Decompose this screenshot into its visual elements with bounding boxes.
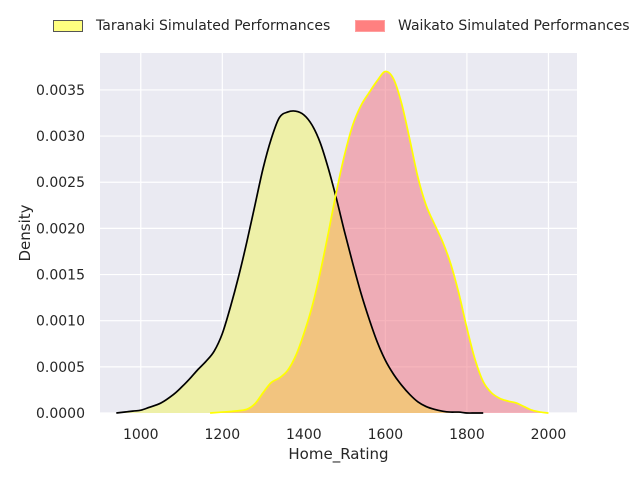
y-tick-label: 0.0010	[36, 314, 85, 330]
legend-item-taranaki: Taranaki Simulated Performances	[53, 18, 330, 34]
legend: Taranaki Simulated Performances Waikato …	[0, 18, 640, 44]
density-areas	[116, 71, 549, 414]
x-tick-label: 1800	[449, 427, 485, 443]
legend-swatch-taranaki	[53, 20, 83, 32]
x-tick-label: 2000	[531, 427, 567, 443]
density-lines	[116, 70, 549, 414]
density-line	[210, 70, 549, 414]
legend-label-waikato: Waikato Simulated Performances	[398, 18, 630, 34]
x-tick-label: 1200	[204, 427, 240, 443]
legend-item-waikato: Waikato Simulated Performances	[355, 18, 630, 34]
x-tick-label: 1000	[123, 427, 159, 443]
density-line	[116, 110, 484, 414]
density-area	[210, 71, 549, 414]
y-tick-label: 0.0035	[36, 83, 85, 99]
y-tick-label: 0.0025	[36, 175, 85, 191]
legend-label-taranaki: Taranaki Simulated Performances	[96, 18, 331, 34]
y-tick-label: 0.0005	[36, 360, 85, 376]
y-axis-label: Density	[16, 204, 34, 261]
x-tick-label: 1600	[368, 427, 404, 443]
x-tick-label: 1400	[286, 427, 322, 443]
y-tick-label: 0.0020	[36, 221, 85, 237]
tick-labels: 1000 1200 1400 1600 1800 2000 0.0000 0.0005 0.00…	[36, 83, 566, 443]
y-tick-label: 0.0000	[36, 406, 85, 422]
density-area	[116, 110, 484, 414]
y-tick-label: 0.0015	[36, 268, 85, 284]
legend-swatch-waikato	[355, 20, 385, 32]
x-axis-label: Home_Rating	[288, 445, 388, 464]
y-tick-label: 0.0030	[36, 129, 85, 145]
